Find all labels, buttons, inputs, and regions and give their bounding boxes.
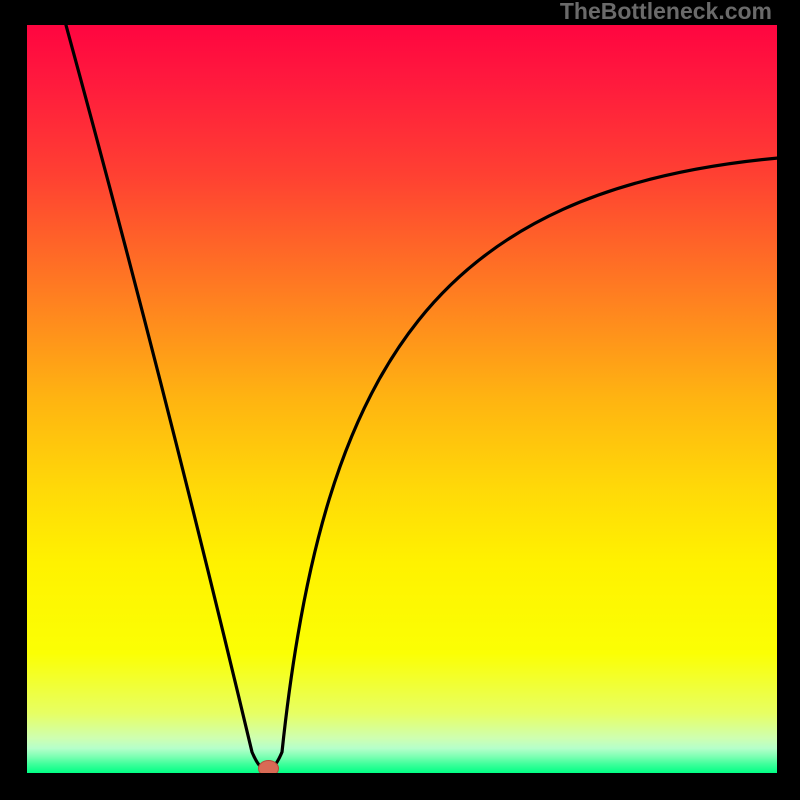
curve-layer	[27, 25, 777, 773]
watermark-text: TheBottleneck.com	[560, 0, 772, 25]
plot-area	[27, 25, 777, 773]
chart-frame: TheBottleneck.com	[0, 0, 800, 800]
optimum-marker	[259, 761, 279, 773]
bottleneck-curve	[50, 25, 778, 770]
